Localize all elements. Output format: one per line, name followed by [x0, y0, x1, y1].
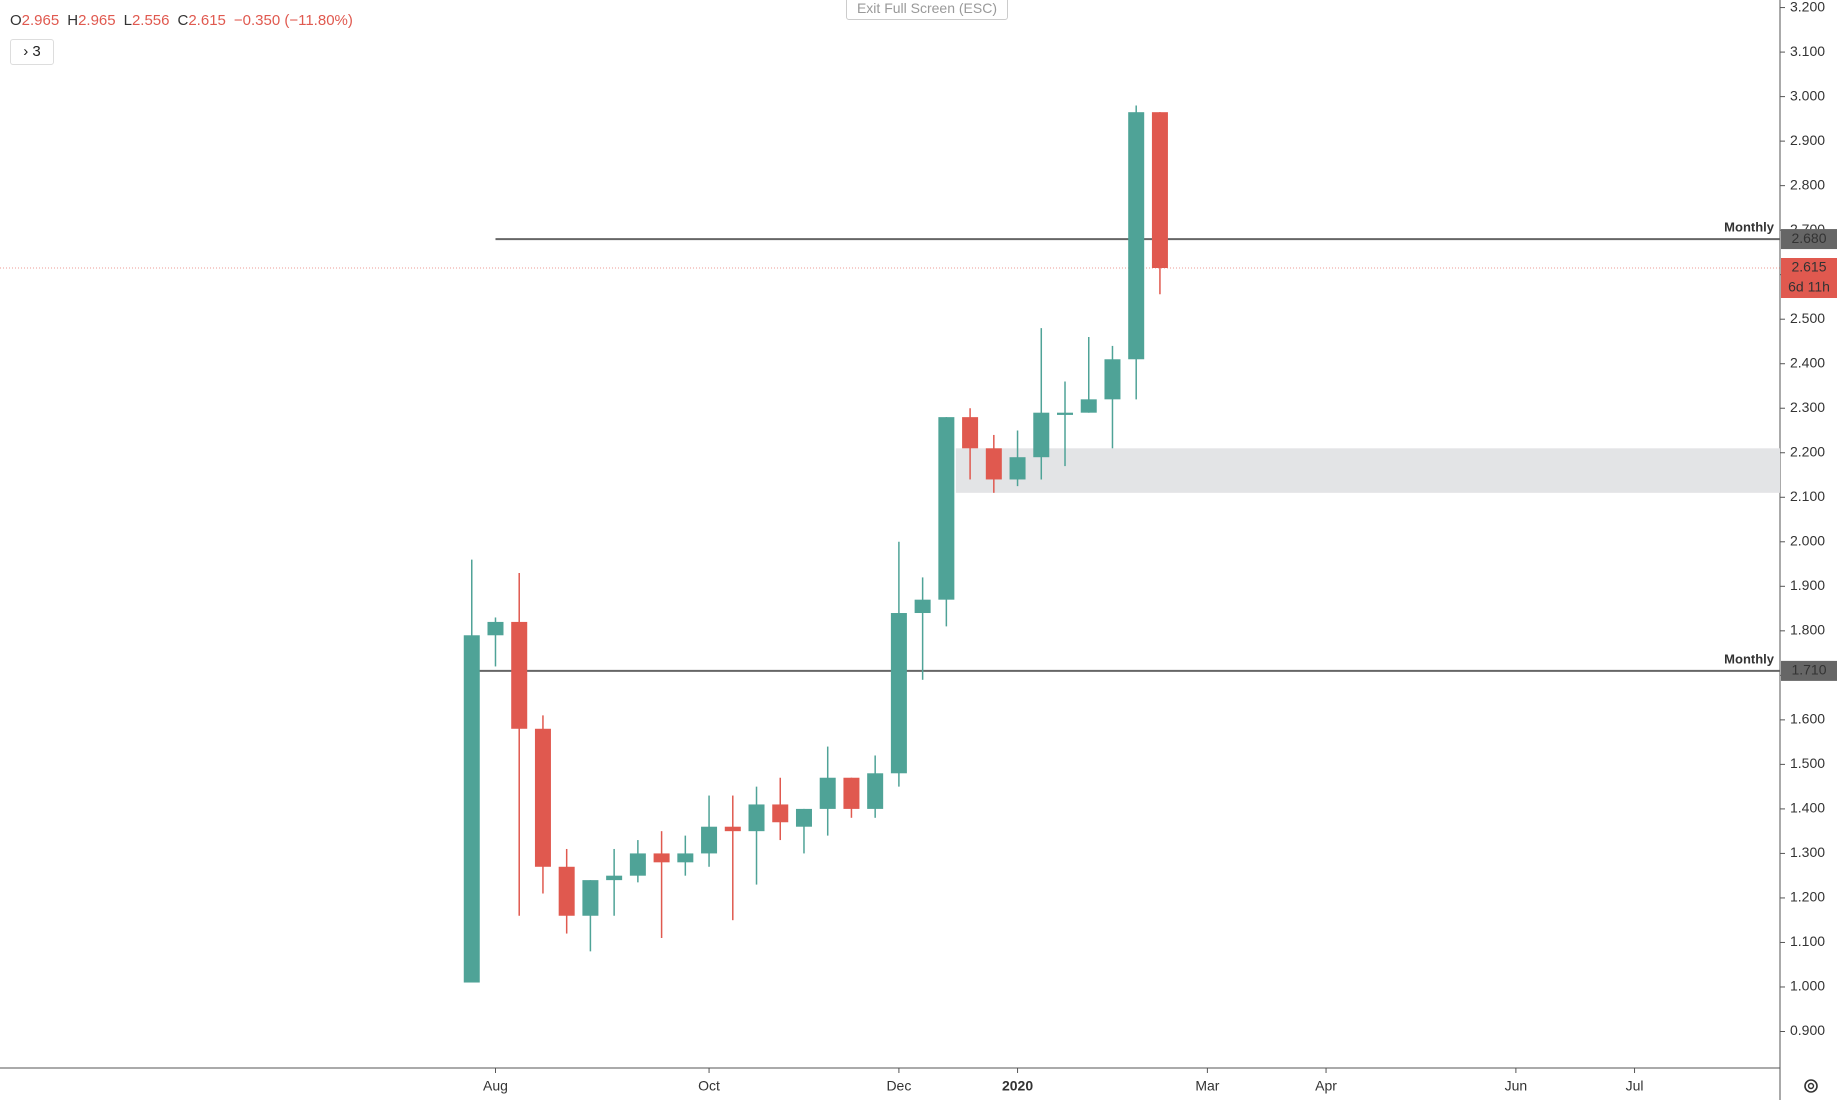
candle-body	[1080, 399, 1097, 413]
candle-body	[629, 853, 646, 876]
level-price-label: 1.710	[1791, 662, 1826, 678]
candle-body	[748, 804, 765, 832]
low-value: 2.556	[131, 12, 170, 29]
y-tick-label: 2.900	[1790, 132, 1825, 148]
last-price-label: 2.615	[1791, 259, 1826, 275]
y-tick-label: 3.100	[1790, 43, 1825, 59]
close-prefix: C	[177, 12, 189, 29]
high-prefix: H	[67, 12, 79, 29]
y-tick-label: 3.200	[1790, 0, 1825, 14]
y-tick-label: 3.000	[1790, 87, 1825, 103]
y-tick-label: 1.300	[1790, 844, 1825, 860]
y-tick-label: 2.100	[1790, 488, 1825, 504]
candle-body	[534, 728, 551, 867]
level-name: Monthly	[1724, 220, 1775, 235]
level-price-box	[1781, 229, 1837, 250]
candle-body	[582, 880, 599, 916]
y-tick-label: 1.100	[1790, 933, 1825, 949]
candle-body	[1057, 412, 1074, 415]
y-tick-label: 1.200	[1790, 889, 1825, 905]
last-price-box	[1781, 258, 1837, 279]
candle-body	[1033, 412, 1050, 458]
y-tick-label: 0.900	[1790, 1022, 1825, 1038]
x-tick-label: Oct	[698, 1078, 720, 1094]
close-value: 2.615	[188, 12, 226, 29]
level-price-box	[1781, 660, 1837, 681]
y-tick-label: 1.000	[1790, 978, 1825, 994]
y-tick-label: 2.200	[1790, 443, 1825, 459]
candle-body	[772, 804, 789, 823]
y-tick-label: 2.800	[1790, 176, 1825, 192]
candle-body	[867, 773, 884, 809]
gear-ring	[1804, 1079, 1818, 1093]
candle-body	[653, 853, 670, 863]
gear-hub	[1807, 1082, 1815, 1090]
countdown-label: 6d 11h	[1788, 279, 1830, 295]
change-value: −0.350 (−11.80%)	[233, 12, 353, 29]
candle-body	[701, 826, 718, 854]
candle-body	[558, 866, 575, 916]
candle-body	[890, 613, 907, 774]
y-tick-label: 1.600	[1790, 711, 1825, 727]
open-prefix: O	[10, 12, 22, 29]
support-zone	[955, 448, 1780, 493]
x-tick-label: Dec	[886, 1078, 911, 1094]
exit-fullscreen-button[interactable]: Exit Full Screen (ESC)	[846, 0, 1008, 20]
x-tick-label: Jun	[1505, 1078, 1528, 1094]
low-prefix: L	[123, 12, 132, 29]
settings-gear[interactable]	[1804, 1079, 1818, 1093]
candle-body	[606, 875, 623, 881]
candle-body	[985, 448, 1002, 480]
y-tick-label: 1.900	[1790, 577, 1825, 593]
candle-body	[819, 777, 836, 809]
y-tick-label: 2.400	[1790, 354, 1825, 370]
y-tick-label: 2.300	[1790, 399, 1825, 415]
candle-body	[795, 808, 812, 827]
candle-body	[1128, 112, 1145, 360]
candle-body	[1151, 112, 1168, 269]
y-tick-label: 1.500	[1790, 755, 1825, 771]
y-tick-label: 1.800	[1790, 622, 1825, 638]
x-tick-label: Mar	[1195, 1078, 1219, 1094]
y-tick-label: 1.400	[1790, 800, 1825, 816]
y-tick-label: 2.500	[1790, 310, 1825, 326]
candle-body	[724, 826, 741, 832]
candle-body	[487, 621, 504, 636]
candle-body	[843, 777, 860, 809]
x-tick-label: Aug	[483, 1078, 508, 1094]
ohlc-header: O2.965 H2.965 L2.556 C2.615 −0.350 (−11.80%)	[10, 12, 361, 29]
candle-body	[938, 417, 955, 600]
candle-body	[677, 853, 694, 863]
x-tick-label: Jul	[1626, 1078, 1644, 1094]
candle-body	[1104, 359, 1121, 400]
x-tick-label: 2020	[1002, 1078, 1033, 1094]
level-name: Monthly	[1724, 651, 1775, 666]
open-value: 2.965	[21, 12, 60, 29]
candle-body	[1009, 457, 1026, 480]
candle-body	[463, 635, 480, 983]
candle-body	[914, 599, 931, 614]
level-price-label: 2.680	[1791, 230, 1826, 246]
high-value: 2.965	[78, 12, 116, 29]
y-tick-label: 2.000	[1790, 532, 1825, 548]
countdown-box	[1781, 278, 1837, 299]
collapse-count: 3	[32, 43, 41, 60]
collapse-button[interactable]: › 3	[10, 39, 54, 65]
x-tick-label: Apr	[1315, 1078, 1337, 1094]
candle-body	[511, 621, 528, 729]
candle-body	[962, 417, 979, 449]
